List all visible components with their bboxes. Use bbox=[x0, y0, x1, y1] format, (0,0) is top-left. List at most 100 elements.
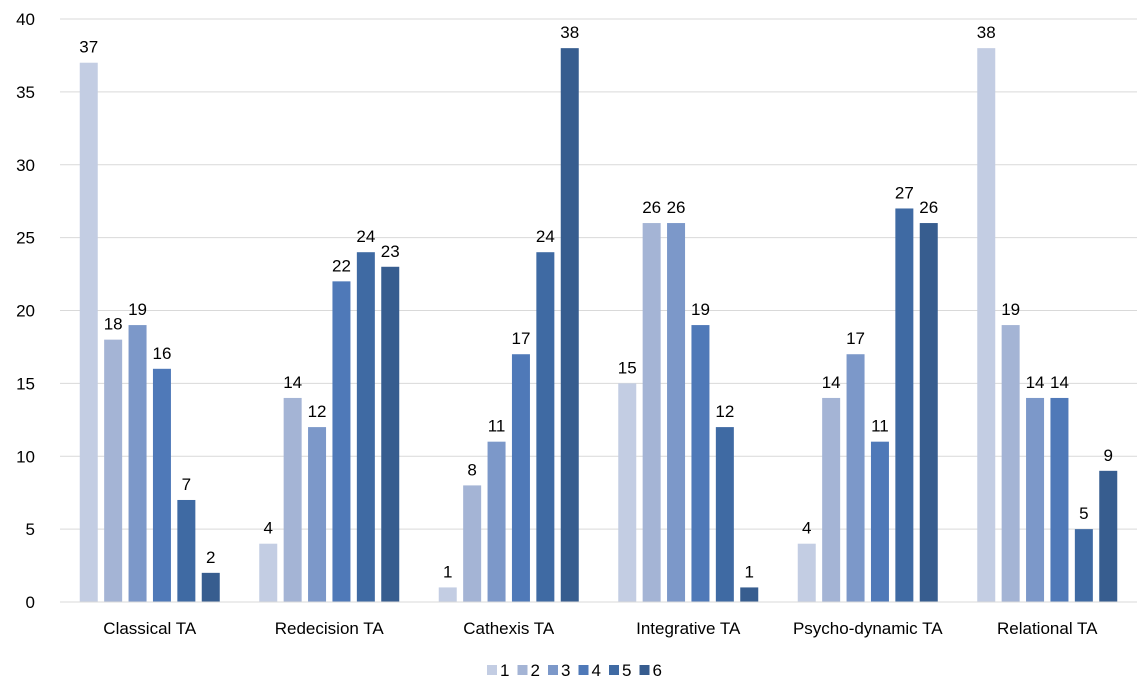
data-label: 11 bbox=[488, 417, 506, 436]
bar bbox=[128, 325, 147, 602]
data-label: 26 bbox=[919, 198, 938, 217]
data-label: 16 bbox=[152, 344, 171, 363]
bar bbox=[487, 441, 506, 602]
data-label: 12 bbox=[715, 402, 734, 421]
data-label: 19 bbox=[1001, 300, 1020, 319]
bar bbox=[511, 354, 530, 602]
legend: 1 2 3 4 5 6 bbox=[487, 661, 662, 680]
data-label: 23 bbox=[381, 242, 400, 261]
data-label: 24 bbox=[536, 227, 555, 246]
x-category-label: Classical TA bbox=[103, 619, 197, 638]
legend-label: 6 bbox=[653, 661, 662, 680]
bar bbox=[1074, 529, 1093, 602]
bar bbox=[846, 354, 865, 602]
y-axis-ticks: 0 5 10 15 20 25 30 35 40 bbox=[16, 10, 35, 612]
bar bbox=[259, 543, 278, 602]
data-label: 5 bbox=[1079, 504, 1088, 523]
legend-label: 5 bbox=[622, 661, 631, 680]
data-label: 14 bbox=[283, 373, 302, 392]
bar bbox=[822, 397, 841, 602]
data-label: 19 bbox=[691, 300, 710, 319]
bar bbox=[1099, 470, 1118, 602]
y-tick-label: 40 bbox=[16, 10, 35, 29]
legend-swatch bbox=[487, 665, 497, 675]
bar bbox=[152, 368, 171, 602]
bar bbox=[1001, 325, 1020, 602]
data-label: 2 bbox=[206, 548, 215, 567]
bar bbox=[797, 543, 816, 602]
data-label: 15 bbox=[618, 358, 637, 377]
bar bbox=[740, 587, 759, 602]
x-axis-categories: Classical TA Redecision TA Cathexis TA Inte… bbox=[103, 619, 1098, 638]
x-category-label: Redecision TA bbox=[275, 619, 385, 638]
data-label: 27 bbox=[895, 183, 914, 202]
data-label: 17 bbox=[511, 329, 530, 348]
bar bbox=[381, 266, 400, 602]
y-tick-label: 5 bbox=[26, 520, 35, 539]
data-label: 7 bbox=[182, 475, 191, 494]
y-tick-label: 20 bbox=[16, 302, 35, 321]
bar bbox=[642, 223, 661, 603]
bar bbox=[977, 48, 996, 602]
bar bbox=[79, 62, 98, 603]
bar bbox=[177, 499, 196, 602]
legend-swatch bbox=[639, 665, 650, 675]
x-category-label: Psycho-dynamic TA bbox=[793, 619, 943, 638]
data-label: 14 bbox=[822, 373, 841, 392]
y-tick-label: 35 bbox=[16, 83, 35, 102]
y-tick-label: 10 bbox=[16, 447, 35, 466]
y-tick-label: 30 bbox=[16, 156, 35, 175]
x-category-label: Cathexis TA bbox=[463, 619, 555, 638]
data-label: 4 bbox=[802, 519, 811, 538]
bar bbox=[1050, 397, 1069, 602]
bar bbox=[870, 441, 889, 602]
data-label: 1 bbox=[745, 562, 754, 581]
bar bbox=[1026, 397, 1045, 602]
data-label: 26 bbox=[642, 198, 661, 217]
bar bbox=[438, 587, 457, 602]
bar bbox=[691, 325, 710, 602]
y-tick-label: 0 bbox=[26, 593, 35, 612]
data-label: 19 bbox=[128, 300, 147, 319]
bar bbox=[104, 339, 123, 602]
bar bbox=[895, 208, 914, 602]
bar bbox=[283, 397, 302, 602]
data-label: 14 bbox=[1026, 373, 1045, 392]
data-label: 11 bbox=[871, 417, 889, 436]
data-label: 14 bbox=[1050, 373, 1069, 392]
gridlines bbox=[60, 18, 1137, 530]
bar bbox=[201, 572, 220, 602]
bar bbox=[308, 427, 327, 602]
legend-label: 3 bbox=[561, 661, 570, 680]
bar bbox=[715, 427, 734, 602]
legend-label: 2 bbox=[531, 661, 540, 680]
x-category-label: Relational TA bbox=[997, 619, 1098, 638]
bar bbox=[618, 383, 637, 602]
bars bbox=[79, 48, 1118, 603]
bar bbox=[332, 281, 351, 602]
x-category-label: Integrative TA bbox=[636, 619, 741, 638]
bar bbox=[919, 223, 938, 603]
y-tick-label: 15 bbox=[16, 374, 35, 393]
legend-swatch bbox=[548, 665, 558, 675]
data-label: 17 bbox=[846, 329, 865, 348]
data-label: 38 bbox=[560, 23, 579, 42]
data-label: 24 bbox=[356, 227, 375, 246]
bar bbox=[356, 252, 375, 602]
data-label: 4 bbox=[264, 519, 273, 538]
data-label: 22 bbox=[332, 256, 351, 275]
data-label: 38 bbox=[977, 23, 996, 42]
data-label: 9 bbox=[1104, 446, 1113, 465]
bar bbox=[667, 223, 686, 603]
data-label: 26 bbox=[667, 198, 686, 217]
y-tick-label: 25 bbox=[16, 229, 35, 248]
data-label: 12 bbox=[308, 402, 327, 421]
data-label: 18 bbox=[104, 315, 123, 334]
legend-swatch bbox=[517, 665, 528, 675]
bar bbox=[463, 485, 482, 602]
legend-swatch bbox=[578, 665, 589, 675]
legend-swatch bbox=[609, 665, 619, 675]
data-label: 8 bbox=[467, 460, 476, 479]
